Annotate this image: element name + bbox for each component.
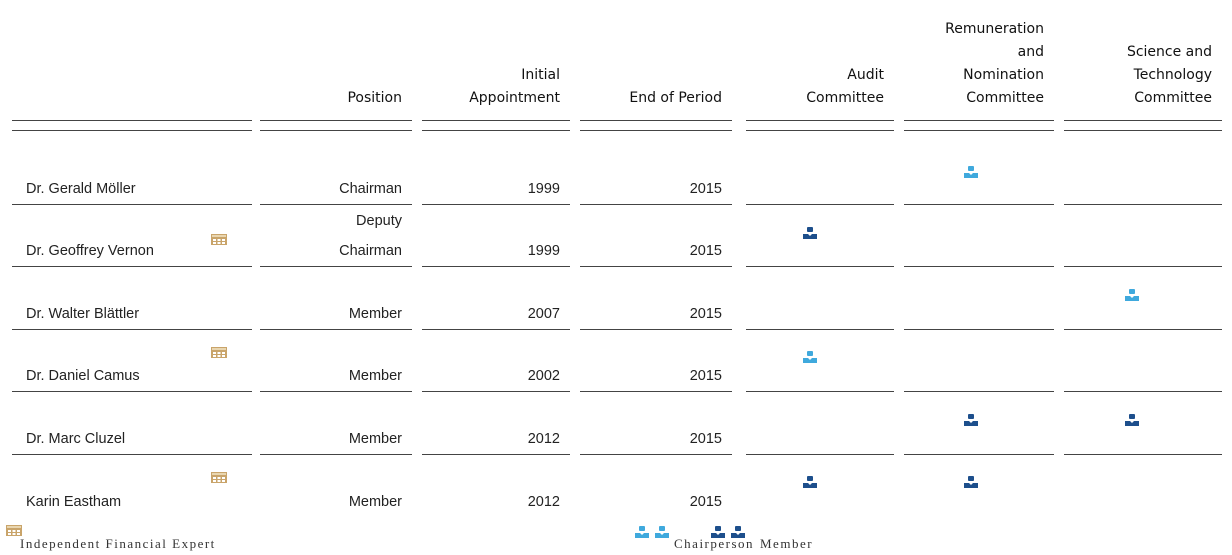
legend-label: Chairperson — [674, 536, 755, 551]
empty-cell — [904, 268, 1054, 330]
empty-cell — [1064, 455, 1222, 517]
empty-cell — [904, 143, 1054, 205]
empty-cell — [904, 393, 1054, 455]
cell: Dr. Walter Blättler — [12, 268, 252, 330]
cell: Member — [260, 393, 412, 455]
member-icon — [964, 414, 978, 426]
empty-cell — [1064, 268, 1222, 330]
cell: Member — [260, 330, 412, 393]
cell: 2015 — [580, 205, 732, 268]
column-header: Audit Committee — [806, 67, 884, 106]
cell: 2002 — [422, 330, 570, 393]
empty-cell — [746, 268, 894, 330]
chair-icon — [1125, 289, 1139, 301]
expert-icon — [211, 347, 227, 358]
cell: 2012 — [422, 393, 570, 455]
member-icon — [803, 227, 817, 239]
cell: Member — [348, 494, 402, 510]
column-header: Initial Appointment — [469, 67, 560, 106]
expert-icon — [211, 472, 227, 483]
column-header: Remuneration and Nomination Committee — [945, 21, 1044, 106]
cell: Chairman — [260, 143, 412, 205]
cell: 1999 — [422, 143, 570, 205]
empty-cell — [746, 330, 894, 393]
header-rule — [1064, 120, 1222, 131]
legend-label: Independent Financial Expert — [20, 536, 216, 551]
chair-icon — [635, 526, 669, 538]
cell: 2015 — [580, 143, 732, 205]
cell: Deputy Chairman — [260, 205, 412, 268]
empty-cell — [1064, 143, 1222, 205]
header-rule — [260, 120, 412, 131]
member-icon — [711, 526, 745, 538]
empty-cell — [904, 205, 1054, 268]
cell: Member — [260, 268, 412, 330]
cell: Dr. Marc Cluzel — [12, 393, 252, 455]
empty-cell — [746, 455, 894, 517]
header-rule — [746, 120, 894, 131]
expert-icon — [211, 234, 227, 245]
cell: 2012 — [527, 494, 560, 510]
empty-cell — [746, 205, 894, 268]
cell: Dr. Geoffrey Vernon — [12, 205, 252, 268]
cell: 2015 — [580, 268, 732, 330]
column-header: End of Period — [629, 90, 722, 106]
header-rule — [12, 120, 252, 131]
header-rule — [904, 120, 1054, 131]
cell: 1999 — [422, 205, 570, 268]
cell: 2015 — [689, 494, 722, 510]
empty-cell — [746, 393, 894, 455]
column-header: Position — [347, 90, 402, 106]
chair-icon — [964, 166, 978, 178]
expert-icon — [6, 525, 22, 536]
empty-cell — [904, 455, 1054, 517]
empty-cell — [1064, 330, 1222, 393]
header-rule — [422, 120, 570, 131]
empty-cell — [746, 143, 894, 205]
empty-cell — [1064, 205, 1222, 268]
cell: 2007 — [422, 268, 570, 330]
member-icon — [964, 476, 978, 488]
legend-label: Member — [760, 536, 814, 551]
empty-cell — [904, 330, 1054, 393]
member-icon — [1125, 414, 1139, 426]
chair-icon — [803, 351, 817, 363]
member-icon — [803, 476, 817, 488]
cell: Dr. Daniel Camus — [12, 330, 252, 393]
cell: Dr. Gerald Möller — [12, 143, 252, 205]
cell: 2015 — [580, 393, 732, 455]
cell: 2015 — [580, 330, 732, 393]
cell: Karin Eastham — [26, 494, 122, 510]
empty-cell — [1064, 393, 1222, 455]
column-header: Science and Technology Committee — [1126, 44, 1212, 106]
header-rule — [580, 120, 732, 131]
